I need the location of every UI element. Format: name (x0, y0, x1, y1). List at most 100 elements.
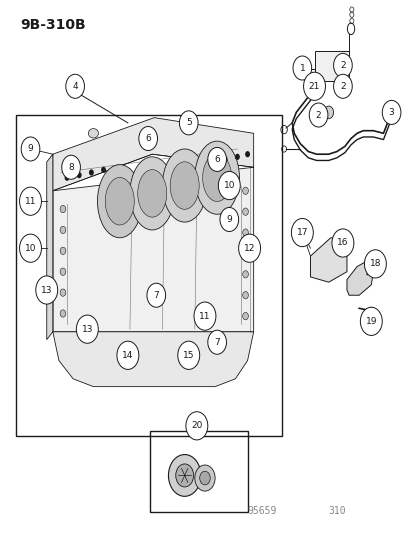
Ellipse shape (147, 134, 157, 143)
Text: 2: 2 (315, 110, 320, 119)
Text: 12: 12 (243, 244, 255, 253)
Text: 11: 11 (25, 197, 36, 206)
Text: 10: 10 (223, 181, 235, 190)
Text: 21: 21 (308, 82, 319, 91)
Polygon shape (53, 167, 253, 332)
Circle shape (101, 167, 106, 173)
Circle shape (359, 307, 381, 335)
Circle shape (66, 74, 84, 98)
Text: 5: 5 (185, 118, 191, 127)
Circle shape (363, 250, 385, 278)
Circle shape (60, 247, 66, 254)
Circle shape (242, 250, 248, 257)
Text: 1: 1 (299, 63, 304, 72)
Circle shape (235, 154, 239, 160)
Text: 20: 20 (191, 421, 202, 430)
Circle shape (116, 341, 138, 369)
Text: 19: 19 (365, 317, 376, 326)
Bar (314, 51, 348, 81)
Circle shape (331, 229, 353, 257)
Circle shape (195, 465, 215, 491)
Text: 7: 7 (153, 290, 159, 300)
Circle shape (242, 312, 248, 320)
Circle shape (199, 471, 210, 485)
Circle shape (138, 126, 157, 150)
Circle shape (238, 234, 260, 262)
Ellipse shape (138, 169, 166, 217)
Circle shape (333, 53, 351, 77)
Circle shape (194, 302, 216, 330)
Circle shape (292, 56, 311, 80)
Circle shape (291, 219, 313, 247)
Ellipse shape (97, 165, 142, 238)
Circle shape (242, 187, 248, 195)
Circle shape (60, 205, 66, 213)
Circle shape (64, 175, 69, 181)
Text: 9: 9 (226, 215, 232, 224)
Text: 7: 7 (214, 338, 219, 347)
Circle shape (309, 103, 327, 127)
Ellipse shape (170, 162, 199, 209)
Circle shape (242, 208, 248, 215)
Circle shape (368, 307, 373, 314)
Circle shape (242, 271, 248, 278)
Polygon shape (346, 259, 373, 295)
Text: 2: 2 (339, 61, 345, 70)
Text: 9B-310B: 9B-310B (20, 19, 86, 33)
Circle shape (168, 455, 200, 496)
Circle shape (36, 276, 57, 304)
Polygon shape (310, 238, 346, 282)
Circle shape (19, 234, 41, 262)
Circle shape (381, 100, 400, 124)
Circle shape (177, 341, 199, 369)
Circle shape (244, 151, 249, 157)
Circle shape (207, 330, 226, 354)
Ellipse shape (202, 154, 231, 201)
Circle shape (207, 148, 226, 172)
Circle shape (76, 172, 81, 178)
Ellipse shape (195, 141, 239, 214)
Text: 3: 3 (388, 108, 394, 117)
Ellipse shape (130, 157, 174, 230)
Bar (150, 431, 247, 512)
Circle shape (60, 227, 66, 233)
Bar (16, 115, 281, 436)
Text: 13: 13 (81, 325, 93, 334)
Circle shape (89, 169, 94, 175)
Circle shape (242, 292, 248, 299)
Text: 14: 14 (122, 351, 133, 360)
Text: 6: 6 (214, 155, 219, 164)
Text: 9: 9 (28, 144, 33, 154)
Text: 4: 4 (72, 82, 78, 91)
Polygon shape (53, 118, 253, 191)
Circle shape (370, 260, 375, 268)
Circle shape (147, 283, 165, 307)
Circle shape (21, 137, 40, 161)
Ellipse shape (88, 128, 98, 138)
Circle shape (176, 464, 193, 487)
Polygon shape (47, 154, 53, 340)
Circle shape (222, 156, 227, 163)
Text: 18: 18 (369, 260, 380, 269)
Circle shape (179, 111, 197, 135)
Circle shape (76, 315, 98, 343)
Circle shape (60, 310, 66, 317)
Text: 6: 6 (145, 134, 151, 143)
Circle shape (333, 74, 351, 98)
Text: 310: 310 (328, 506, 346, 516)
Text: 95659: 95659 (247, 506, 276, 516)
Circle shape (218, 172, 240, 200)
Circle shape (242, 229, 248, 236)
Circle shape (303, 72, 325, 100)
Text: 13: 13 (41, 286, 52, 295)
Circle shape (60, 289, 66, 296)
Circle shape (60, 268, 66, 276)
Text: 11: 11 (199, 312, 210, 321)
Polygon shape (53, 332, 253, 386)
Circle shape (185, 411, 207, 440)
Text: 16: 16 (336, 238, 348, 247)
Circle shape (323, 106, 333, 119)
Text: 8: 8 (68, 163, 74, 172)
Circle shape (19, 187, 41, 215)
Text: 15: 15 (183, 351, 194, 360)
